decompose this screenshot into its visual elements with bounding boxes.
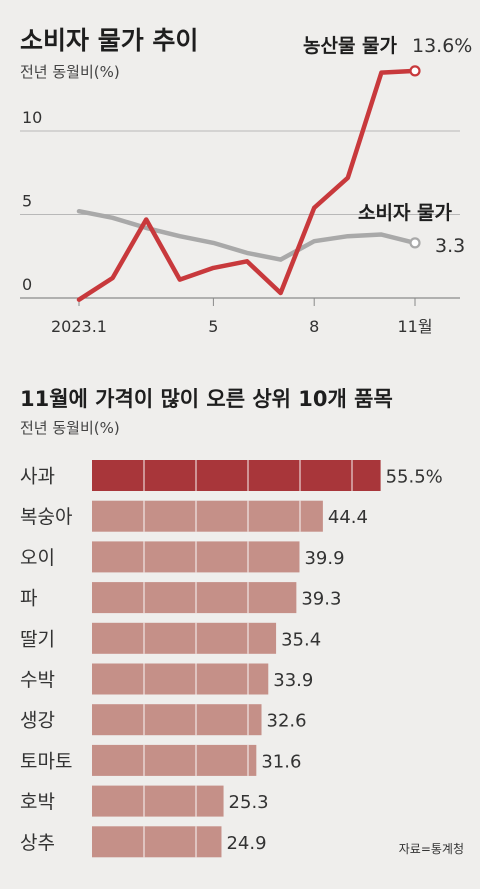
bar-value-label: 31.6 [261,751,301,772]
bar-value-label: 33.9 [273,670,313,691]
bar-value-label: 55.5% [386,467,443,488]
bar-value-label: 44.4 [328,507,368,528]
farm-series-end-label: 13.6% [412,35,472,57]
bar [92,704,262,736]
line-chart-title: 소비자 물가 추이 [20,26,198,55]
farm-end-marker [409,65,421,77]
y-tick-label: 5 [22,192,32,211]
bar-category-label: 복숭아 [20,506,72,528]
line-chart-subtitle: 전년 동월비(%) [20,63,120,81]
bar [92,744,257,776]
y-tick-label: 0 [22,275,32,294]
bar [92,460,381,491]
y-tick-label: 10 [22,108,42,127]
bar [92,785,224,817]
bar-value-label: 25.3 [229,792,269,813]
source-note: 자료=통계청 [399,842,464,856]
bar-chart-bars: 사과 55.5% 복숭아 44.4 오이 39.9 파 39.3 딸기 35.4 수박 33.9 생강 3… [20,460,443,858]
bar-value-label: 39.9 [304,548,344,569]
cpi-line [76,208,418,262]
bar-category-label: 사과 [20,466,55,488]
cpi-series-end-label: 3.3 [435,235,465,257]
bar-category-label: 파 [20,588,37,610]
bar-value-label: 32.6 [267,711,307,732]
bar-category-label: 오이 [20,547,55,569]
x-tick-label: 8 [309,317,319,336]
bar [92,663,269,695]
bar-chart-title: 11월에 가격이 많이 오른 상위 10개 품목 [20,387,393,411]
x-tick-label: 5 [208,317,218,336]
bar-category-label: 딸기 [20,628,55,650]
bar [92,826,222,858]
bar [92,622,277,654]
line-chart-axis-labels: 0 5 10 2023.1 5 8 11월 [22,108,433,336]
cpi-end-marker [409,237,421,249]
x-tick-label: 2023.1 [51,317,107,336]
bar-category-label: 호박 [20,791,55,813]
bar-value-label: 24.9 [226,833,266,854]
bar-value-label: 39.3 [301,589,341,610]
farm-series-name: 농산물 물가 [303,35,398,57]
bar-category-label: 생강 [20,710,55,732]
farm-price-line [76,68,418,302]
x-tick-label: 11월 [397,317,432,336]
line-chart-series [76,65,421,302]
bar-category-label: 수박 [20,669,55,691]
cpi-series-name: 소비자 물가 [358,202,453,224]
bar-value-label: 35.4 [281,629,321,650]
bar [92,500,323,532]
bar-chart-subtitle: 전년 동월비(%) [20,419,120,437]
bar [92,582,297,614]
bar-category-label: 토마토 [20,750,72,772]
bar-category-label: 상추 [20,832,55,854]
